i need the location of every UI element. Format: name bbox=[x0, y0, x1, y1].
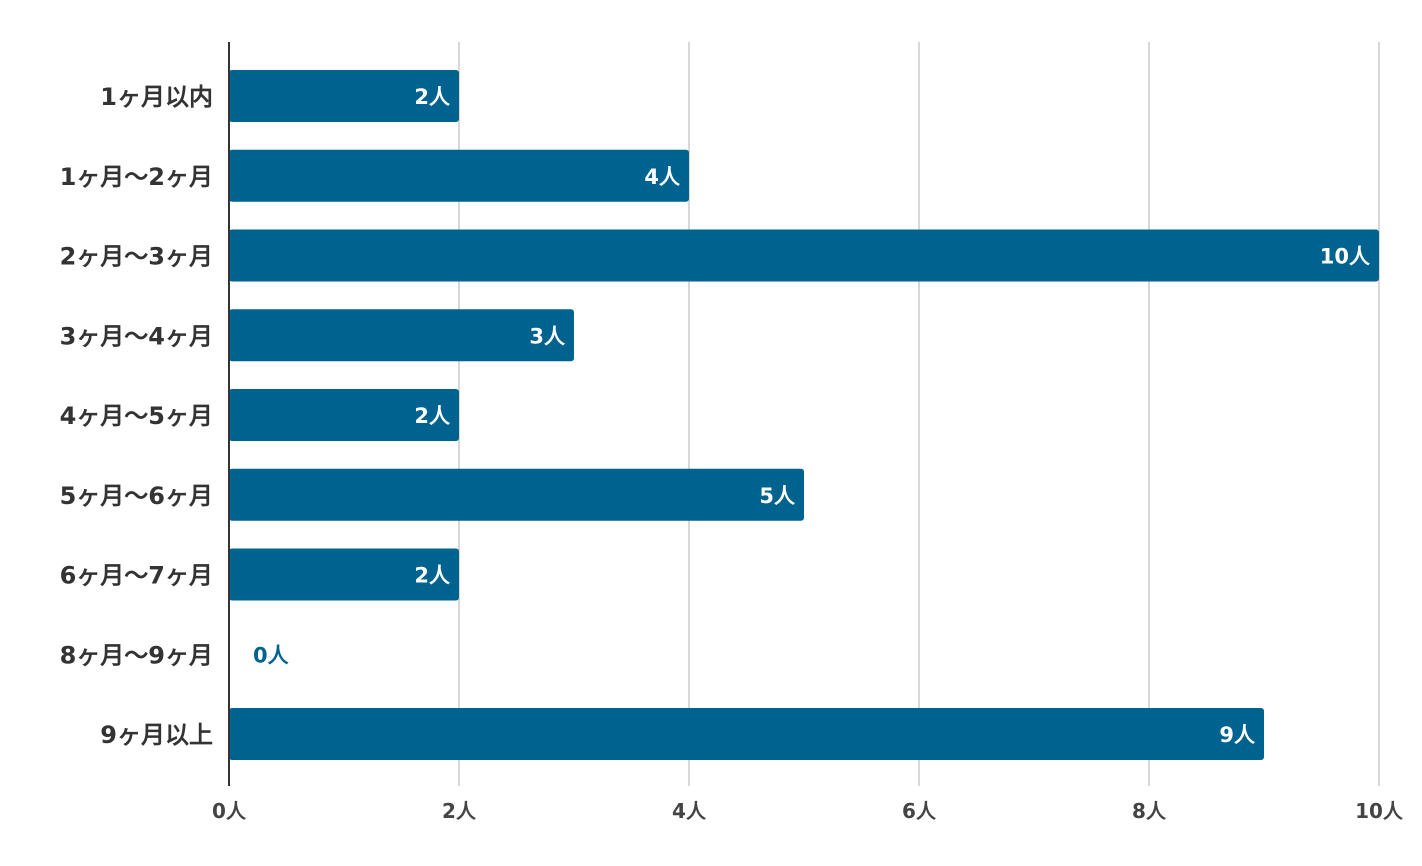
category-labels: 1ヶ月以内 1ヶ月〜2ヶ月 2ヶ月〜3ヶ月 3ヶ月〜4ヶ月 4ヶ月〜5ヶ月 5ヶ月〜6ヶ月… bbox=[60, 83, 213, 749]
category-label: 4ヶ月〜5ヶ月 bbox=[60, 402, 213, 430]
x-tick-labels: 0人 2人 4人 6人 8人 10人 bbox=[212, 799, 1404, 823]
data-labels: 2人 4人 10人 3人 2人 5人 2人 0人 9人 bbox=[253, 85, 1370, 747]
bars bbox=[229, 70, 1379, 760]
bar bbox=[229, 70, 459, 122]
data-label: 3人 bbox=[529, 324, 565, 348]
category-label: 2ヶ月〜3ヶ月 bbox=[60, 243, 213, 271]
data-label: 0人 bbox=[253, 643, 289, 667]
x-tick-label: 10人 bbox=[1355, 799, 1404, 823]
bar bbox=[229, 229, 1379, 282]
data-label: 2人 bbox=[414, 85, 450, 109]
data-label: 5人 bbox=[759, 484, 795, 508]
x-tick-label: 0人 bbox=[212, 799, 247, 823]
bar bbox=[229, 149, 689, 202]
category-label: 1ヶ月〜2ヶ月 bbox=[60, 163, 213, 191]
bar bbox=[229, 309, 574, 362]
bar bbox=[229, 468, 804, 521]
category-label: 6ヶ月〜7ヶ月 bbox=[60, 562, 213, 590]
bar bbox=[229, 708, 1264, 760]
category-label: 8ヶ月〜9ヶ月 bbox=[60, 641, 213, 669]
data-label: 2人 bbox=[414, 404, 450, 428]
data-label: 9人 bbox=[1219, 723, 1255, 747]
data-label: 10人 bbox=[1320, 245, 1370, 269]
category-label: 5ヶ月〜6ヶ月 bbox=[60, 482, 213, 510]
x-tick-label: 6人 bbox=[902, 799, 937, 823]
x-tick-label: 4人 bbox=[672, 799, 707, 823]
data-label: 4人 bbox=[644, 165, 680, 189]
category-label: 3ヶ月〜4ヶ月 bbox=[60, 322, 213, 350]
bar bbox=[229, 548, 459, 601]
bar bbox=[229, 389, 459, 441]
category-label: 9ヶ月以上 bbox=[100, 721, 213, 749]
category-label: 1ヶ月以内 bbox=[100, 83, 213, 111]
x-tick-label: 2人 bbox=[442, 799, 477, 823]
x-tick-label: 8人 bbox=[1132, 799, 1167, 823]
data-label: 2人 bbox=[414, 564, 450, 588]
